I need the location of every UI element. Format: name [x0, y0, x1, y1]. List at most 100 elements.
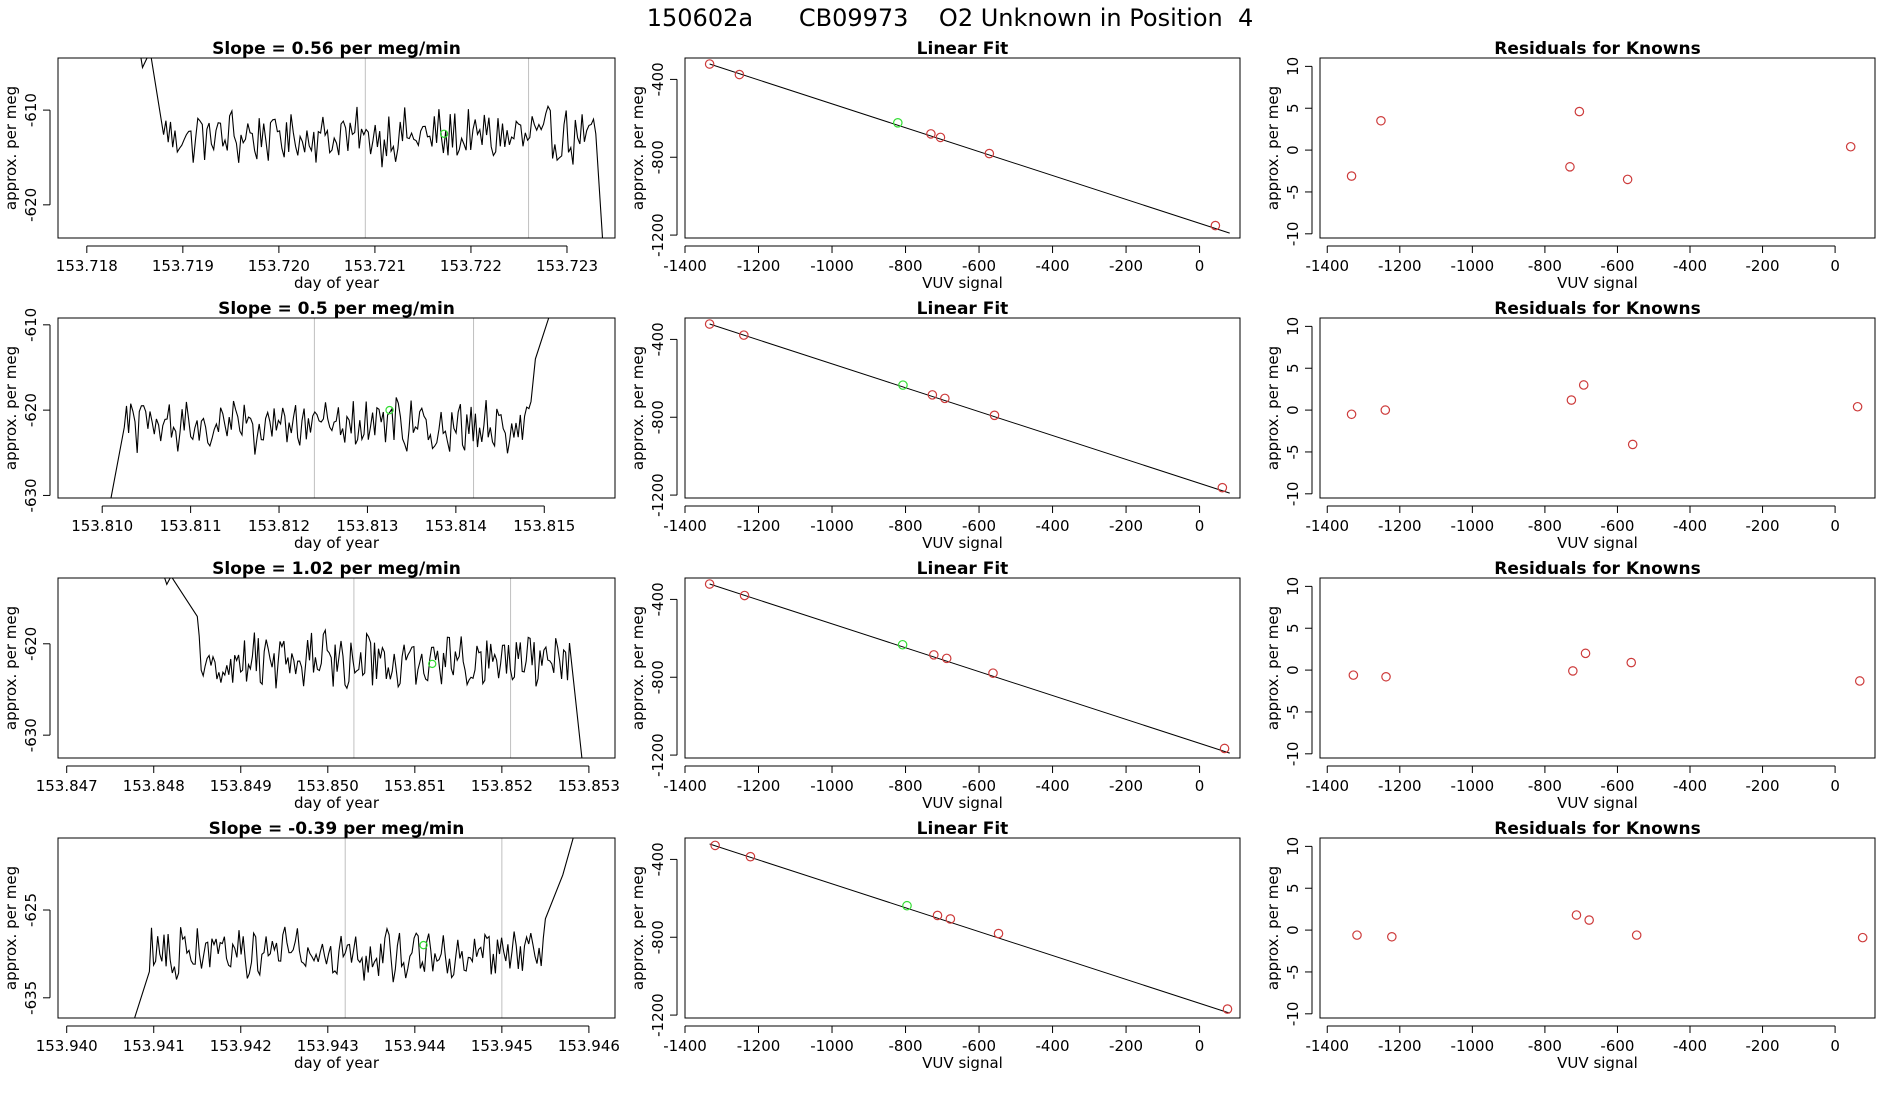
panel-title: Slope = -0.39 per meg/min — [209, 819, 465, 839]
data-point — [941, 653, 952, 664]
y-axis-label: approx. per meg — [2, 86, 20, 210]
fit-line — [709, 63, 1230, 234]
data-point — [1376, 115, 1386, 126]
x-tick-label: 153.720 — [248, 257, 310, 275]
y-tick-label: -5 — [1284, 184, 1302, 199]
data-point — [1622, 174, 1633, 185]
x-tick-label: -1400 — [663, 257, 707, 275]
x-tick-label: -1200 — [737, 257, 781, 275]
x-tick-label: 153.942 — [210, 1037, 272, 1055]
x-tick-label: -1400 — [663, 777, 707, 795]
data-point — [710, 840, 720, 851]
panel-title: Slope = 0.56 per meg/min — [212, 39, 461, 59]
x-tick-label: -800 — [889, 517, 923, 535]
panel-title: Slope = 1.02 per meg/min — [212, 559, 461, 579]
plot-area — [140, 58, 604, 238]
y-tick-label: -10 — [1284, 482, 1302, 507]
data-trace — [140, 58, 604, 238]
x-tick-label: -800 — [1528, 257, 1562, 275]
data-point — [1854, 676, 1865, 686]
data-point — [927, 390, 938, 400]
x-tick-label: -1000 — [1451, 1037, 1495, 1055]
y-tick-label: -400 — [649, 62, 667, 96]
x-axis-label: VUV signal — [1557, 274, 1638, 292]
x-tick-label: 0 — [1830, 257, 1840, 275]
x-tick-label: -600 — [962, 777, 996, 795]
y-tick-label: -10 — [1284, 222, 1302, 247]
fit-line — [709, 843, 1230, 1014]
x-axis-label: VUV signal — [922, 794, 1003, 812]
x-tick-label: -600 — [962, 257, 996, 275]
x-axis-label: day of year — [294, 1054, 380, 1072]
data-point — [1348, 670, 1359, 680]
x-tick-label: 153.852 — [471, 777, 533, 795]
x-tick-label: -1400 — [1305, 517, 1349, 535]
x-tick-label: -200 — [1109, 257, 1143, 275]
x-tick-label: -800 — [889, 777, 923, 795]
x-tick-label: -200 — [1746, 257, 1780, 275]
x-tick-label: -1200 — [1378, 1037, 1422, 1055]
y-tick-label: -400 — [649, 842, 667, 876]
x-tick-label: -1200 — [1378, 257, 1422, 275]
y-tick-label: 0 — [1284, 925, 1302, 935]
fit-line — [709, 583, 1230, 754]
y-tick-label: -1200 — [649, 993, 667, 1037]
y-tick-label: 0 — [1284, 405, 1302, 415]
x-tick-label: 153.722 — [440, 257, 502, 275]
data-point — [1852, 401, 1863, 412]
data-point — [704, 579, 715, 589]
x-tick-label: 0 — [1830, 517, 1840, 535]
y-tick-label: -5 — [1284, 704, 1302, 719]
y-tick-label: -1200 — [649, 473, 667, 517]
x-axis-label: day of year — [294, 794, 380, 812]
data-point — [1568, 666, 1578, 676]
y-tick-label: 10 — [1284, 57, 1302, 76]
data-point — [993, 928, 1004, 939]
panel-3-1: 153.847 153.848 153.849 153.850 153.851 153.8… — [2, 559, 620, 812]
x-tick-label: -1000 — [810, 517, 854, 535]
plot-frame — [1319, 317, 1876, 499]
x-axis-label: day of year — [294, 274, 380, 292]
plot-area — [709, 840, 1233, 1014]
x-tick-label: -400 — [1673, 257, 1707, 275]
x-tick-label: 153.848 — [123, 777, 185, 795]
x-axis-label: VUV signal — [1557, 534, 1638, 552]
x-tick-label: 153.850 — [297, 777, 359, 795]
data-point — [704, 319, 715, 329]
y-axis-label: approx. per meg — [2, 346, 20, 470]
data-point — [940, 393, 950, 404]
unknown-point — [428, 659, 437, 669]
x-tick-label: 153.721 — [344, 257, 406, 275]
x-tick-label: -400 — [1673, 517, 1707, 535]
x-tick-label: 153.946 — [558, 1037, 620, 1055]
y-tick-label: -630 — [22, 478, 40, 512]
y-tick-label: -5 — [1284, 964, 1302, 979]
y-tick-label: -635 — [22, 981, 40, 1015]
data-point — [1210, 220, 1221, 231]
plot-frame — [684, 577, 1241, 759]
x-tick-label: -800 — [1528, 777, 1562, 795]
y-tick-label: -620 — [22, 393, 40, 427]
x-tick-label: -1000 — [810, 777, 854, 795]
data-point — [935, 132, 946, 143]
panel-1-1: 153.718 153.719 153.720 153.721 153.722 153.7… — [2, 39, 616, 292]
x-tick-label: 0 — [1830, 1037, 1840, 1055]
data-point — [1346, 171, 1357, 181]
figure-title: 150602a CB09973 O2 Unknown in Position 4 — [646, 4, 1254, 32]
x-axis-label: VUV signal — [922, 274, 1003, 292]
data-point — [1626, 657, 1637, 668]
plot-area — [1346, 380, 1863, 450]
x-tick-label: 0 — [1195, 777, 1205, 795]
panel-2-3: -1400 -1200 -1000 -800 -600 -400 -200 0 VUV sign… — [1264, 299, 1876, 552]
panel-3-3: -1400 -1200 -1000 -800 -600 -400 -200 0 VUV sign… — [1264, 559, 1876, 812]
x-tick-label: -600 — [962, 517, 996, 535]
data-point — [1584, 915, 1594, 925]
y-tick-label: -620 — [22, 188, 40, 222]
y-tick-label: -610 — [22, 93, 40, 127]
y-tick-label: 5 — [1284, 103, 1302, 113]
x-axis-label: day of year — [294, 534, 380, 552]
data-point — [1566, 395, 1577, 405]
y-axis-label: approx. per meg — [629, 866, 647, 990]
